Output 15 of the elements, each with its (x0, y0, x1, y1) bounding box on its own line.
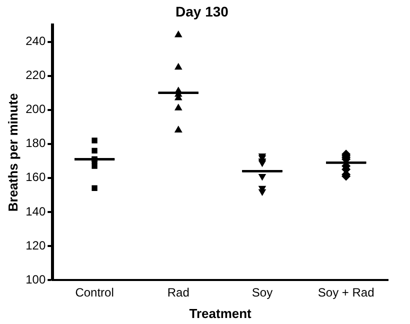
y-tick-label: 120 (26, 238, 46, 252)
y-tick-label: 160 (26, 170, 46, 184)
y-tick-label: 180 (26, 136, 46, 150)
y-tick-label: 200 (26, 102, 46, 116)
x-tick-label: Soy (252, 286, 273, 300)
y-tick-label: 240 (26, 34, 46, 48)
y-axis-title: Breaths per minute (5, 93, 20, 212)
y-tick-label: 220 (26, 68, 46, 82)
x-tick-label: Soy + Rad (318, 286, 374, 300)
y-tick-label: 140 (26, 204, 46, 218)
y-tick-label: 100 (26, 272, 46, 286)
x-tick-label: Rad (167, 286, 190, 300)
x-axis-title: Treatment (189, 306, 252, 321)
x-tick-label: Control (75, 286, 114, 300)
chart-title: Day 130 (176, 3, 229, 20)
